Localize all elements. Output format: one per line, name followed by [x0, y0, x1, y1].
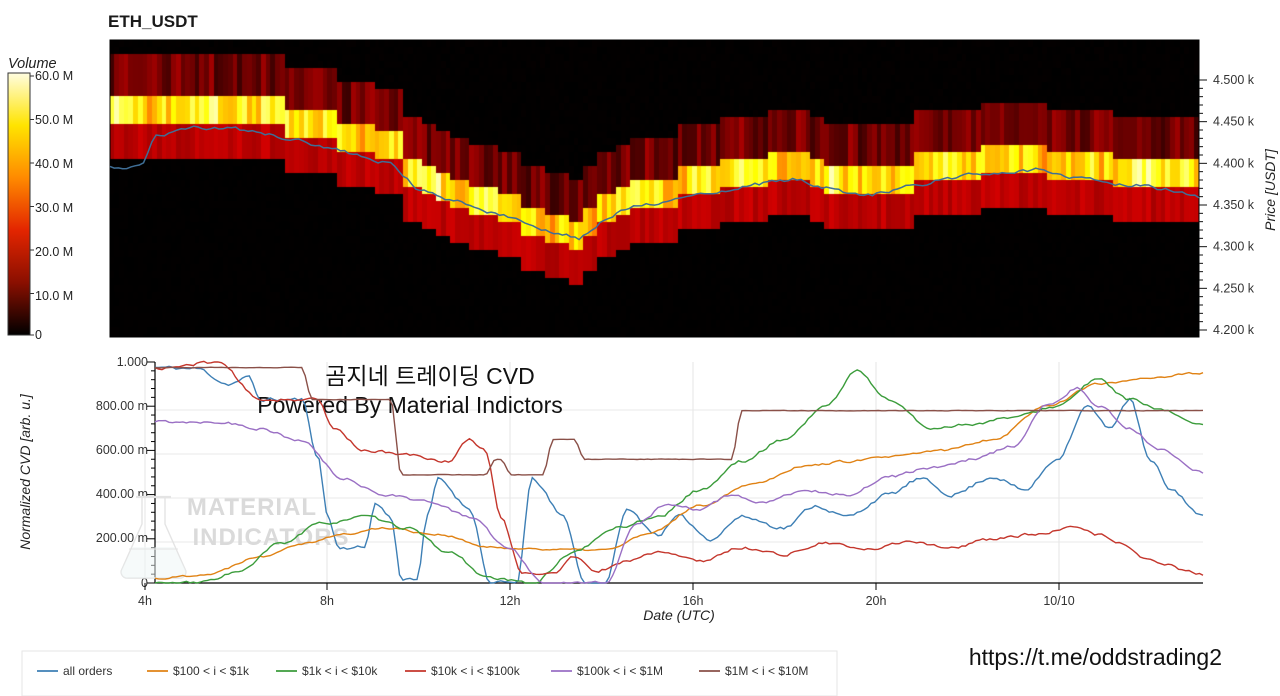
- svg-text:8h: 8h: [320, 594, 334, 608]
- svg-text:10.0 M: 10.0 M: [35, 289, 73, 303]
- svg-text:0: 0: [35, 328, 42, 342]
- svg-text:all orders: all orders: [63, 664, 112, 678]
- svg-text:4.450 k: 4.450 k: [1213, 115, 1255, 129]
- svg-text:Date (UTC): Date (UTC): [643, 607, 715, 623]
- svg-text:4.400 k: 4.400 k: [1213, 156, 1255, 170]
- svg-text:$100k < i < $1M: $100k < i < $1M: [577, 664, 663, 678]
- svg-text:50.0 M: 50.0 M: [35, 113, 73, 127]
- svg-text:4h: 4h: [138, 594, 152, 608]
- svg-text:$1k < i < $10k: $1k < i < $10k: [302, 664, 378, 678]
- svg-text:40.0 M: 40.0 M: [35, 157, 73, 171]
- svg-text:$1M < i < $10M: $1M < i < $10M: [725, 664, 808, 678]
- svg-text:MATERIAL: MATERIAL: [187, 494, 317, 521]
- svg-text:Powered By Material Indictors: Powered By Material Indictors: [257, 392, 563, 418]
- svg-text:Normalized CVD [arb. u.]: Normalized CVD [arb. u.]: [17, 393, 33, 550]
- svg-text:https://t.me/oddstrading2: https://t.me/oddstrading2: [969, 644, 1222, 670]
- svg-text:곰지네 트레이딩 CVD: 곰지네 트레이딩 CVD: [325, 363, 534, 389]
- svg-text:1.000: 1.000: [117, 355, 148, 369]
- svg-text:10/10: 10/10: [1043, 594, 1074, 608]
- svg-text:20h: 20h: [866, 594, 887, 608]
- svg-text:20.0 M: 20.0 M: [35, 245, 73, 259]
- svg-text:60.0 M: 60.0 M: [35, 69, 73, 83]
- svg-text:4.350 k: 4.350 k: [1213, 198, 1255, 212]
- svg-text:600.00 m: 600.00 m: [96, 443, 148, 457]
- svg-text:$10k < i < $100k: $10k < i < $100k: [431, 664, 521, 678]
- svg-text:16h: 16h: [683, 594, 704, 608]
- svg-text:4.250 k: 4.250 k: [1213, 281, 1255, 295]
- svg-text:Price [USDT]: Price [USDT]: [1262, 148, 1278, 231]
- svg-text:ETH_USDT: ETH_USDT: [108, 12, 198, 31]
- svg-text:12h: 12h: [500, 594, 521, 608]
- svg-text:400.00 m: 400.00 m: [96, 487, 148, 501]
- svg-text:4.300 k: 4.300 k: [1213, 240, 1255, 254]
- svg-text:200.00 m: 200.00 m: [96, 531, 148, 545]
- svg-text:800.00 m: 800.00 m: [96, 399, 148, 413]
- svg-text:4.200 k: 4.200 k: [1213, 323, 1255, 337]
- svg-text:4.500 k: 4.500 k: [1213, 73, 1255, 87]
- svg-text:$100 < i < $1k: $100 < i < $1k: [173, 664, 250, 678]
- svg-text:30.0 M: 30.0 M: [35, 201, 73, 215]
